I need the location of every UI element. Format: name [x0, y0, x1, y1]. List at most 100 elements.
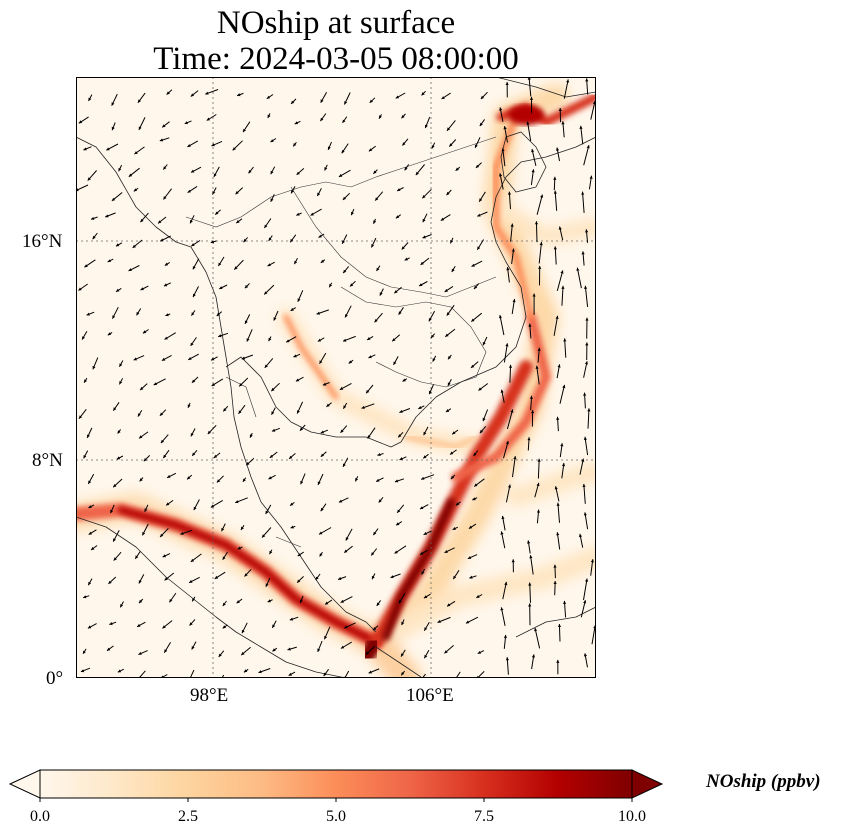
wind-arrow-head [264, 224, 268, 228]
wind-arrow-head [329, 283, 333, 288]
wind-arrow-head [537, 458, 541, 462]
wind-arrow-head [343, 405, 347, 409]
wind-arrow-head [139, 478, 143, 482]
wind-arrow-head [286, 339, 290, 343]
lat-tick-8n: 8°N [32, 450, 63, 471]
wind-arrow-head [446, 191, 450, 196]
wind-arrow-head [553, 190, 557, 194]
wind-arrow-head [211, 383, 215, 386]
wind-arrow-head [105, 214, 109, 218]
wind-arrow-head [237, 546, 241, 550]
wind-arrow-head [557, 624, 562, 627]
wind-arrow-head [401, 653, 404, 657]
country-borders [185, 136, 497, 548]
wind-arrow-head [557, 364, 561, 368]
wind-arrow-head [162, 124, 166, 128]
wind-arrow-head [243, 128, 246, 133]
wind-arrow-head [140, 218, 144, 223]
wind-arrow-head [322, 382, 327, 386]
wind-arrow-shaft [503, 343, 508, 363]
wind-arrow-head [531, 410, 535, 414]
wind-arrow-head [164, 577, 168, 581]
colorbar [8, 769, 664, 802]
map-frame [76, 77, 596, 678]
wind-arrow-head [340, 599, 344, 603]
wind-arrow-shaft [538, 242, 542, 264]
wind-arrow-head [479, 122, 483, 127]
wind-arrow-head [158, 220, 162, 224]
wind-arrow-head [191, 379, 196, 383]
wind-arrow-head [505, 82, 509, 85]
wind-arrow-head [134, 151, 138, 155]
wind-arrow-head [132, 244, 136, 248]
wind-arrow-head [536, 482, 540, 487]
wind-arrow-head [212, 191, 216, 195]
wind-arrow-head [293, 143, 297, 147]
lat-tick-16n: 16°N [22, 231, 63, 252]
wind-arrow-head [189, 579, 193, 583]
wind-arrow-head [120, 604, 124, 608]
wind-arrow-head [326, 403, 330, 407]
wind-arrow-head [587, 408, 591, 412]
wind-arrow-head [340, 429, 344, 433]
wind-arrow-head [258, 670, 262, 674]
wind-arrow-head [327, 146, 331, 150]
wind-arrow-head [404, 257, 408, 261]
wind-arrow-head [191, 169, 195, 173]
wind-arrow-head [401, 246, 405, 250]
wind-arrow-head [556, 532, 560, 536]
colorbar-tick-2-5: 2.5 [178, 808, 198, 825]
wind-arrow-head [83, 455, 87, 459]
wind-arrow-head [499, 173, 503, 177]
wind-arrow-head [447, 127, 451, 131]
wind-arrow-head [538, 265, 542, 269]
wind-arrow-shaft [554, 246, 557, 265]
wind-arrow-head [163, 166, 167, 170]
wind-arrow-head [262, 534, 266, 538]
wind-arrow-head [324, 635, 328, 640]
wind-arrow-head [138, 580, 142, 584]
wind-arrow-head [421, 571, 425, 575]
wind-arrow-shaft [580, 125, 584, 145]
wind-arrow-head [373, 220, 377, 224]
wind-arrow-head [561, 121, 565, 125]
wind-arrow-head [420, 551, 424, 555]
wind-arrow-head [143, 458, 148, 462]
wind-arrow-head [82, 336, 85, 340]
wind-arrow-head [455, 502, 460, 506]
wind-arrow-head [160, 533, 164, 537]
wind-arrow-head [452, 431, 456, 435]
wind-arrow-head [320, 453, 325, 457]
wind-arrow-head [342, 240, 345, 244]
wind-arrow-head [190, 342, 194, 346]
lat-tick-0: 0° [46, 668, 64, 689]
wind-arrow-head [344, 549, 348, 553]
wind-arrow-head [468, 525, 473, 529]
wind-arrow-head [339, 386, 344, 390]
wind-arrow-head [423, 431, 427, 436]
wind-arrow-head [348, 360, 353, 364]
wind-arrow-head [498, 315, 502, 319]
wind-arrow-head [441, 96, 445, 99]
wind-arrow-shaft [583, 483, 586, 504]
wind-arrow-head [539, 242, 543, 246]
wind-arrow-head [585, 229, 589, 233]
wind-arrow-head [296, 212, 300, 216]
wind-arrow-head [430, 334, 435, 338]
wind-arrow-head [553, 176, 557, 180]
wind-arrow-shaft [499, 314, 505, 336]
wind-arrow-head [268, 476, 272, 480]
wind-arrow-head [264, 291, 268, 295]
wind-arrow-head [452, 527, 456, 530]
wind-arrow-head [376, 267, 380, 271]
wind-arrow-head [555, 315, 559, 319]
colorbar-extend-min [8, 769, 41, 799]
wind-arrow-head [393, 361, 397, 365]
wind-arrow-head [368, 148, 373, 152]
wind-arrow-head [206, 117, 211, 121]
wind-arrow-head [423, 595, 428, 599]
wind-arrow-head [88, 97, 92, 101]
wind-arrow-head [527, 77, 531, 80]
wind-arrow-head [478, 387, 482, 391]
wind-arrow-head [211, 357, 215, 361]
